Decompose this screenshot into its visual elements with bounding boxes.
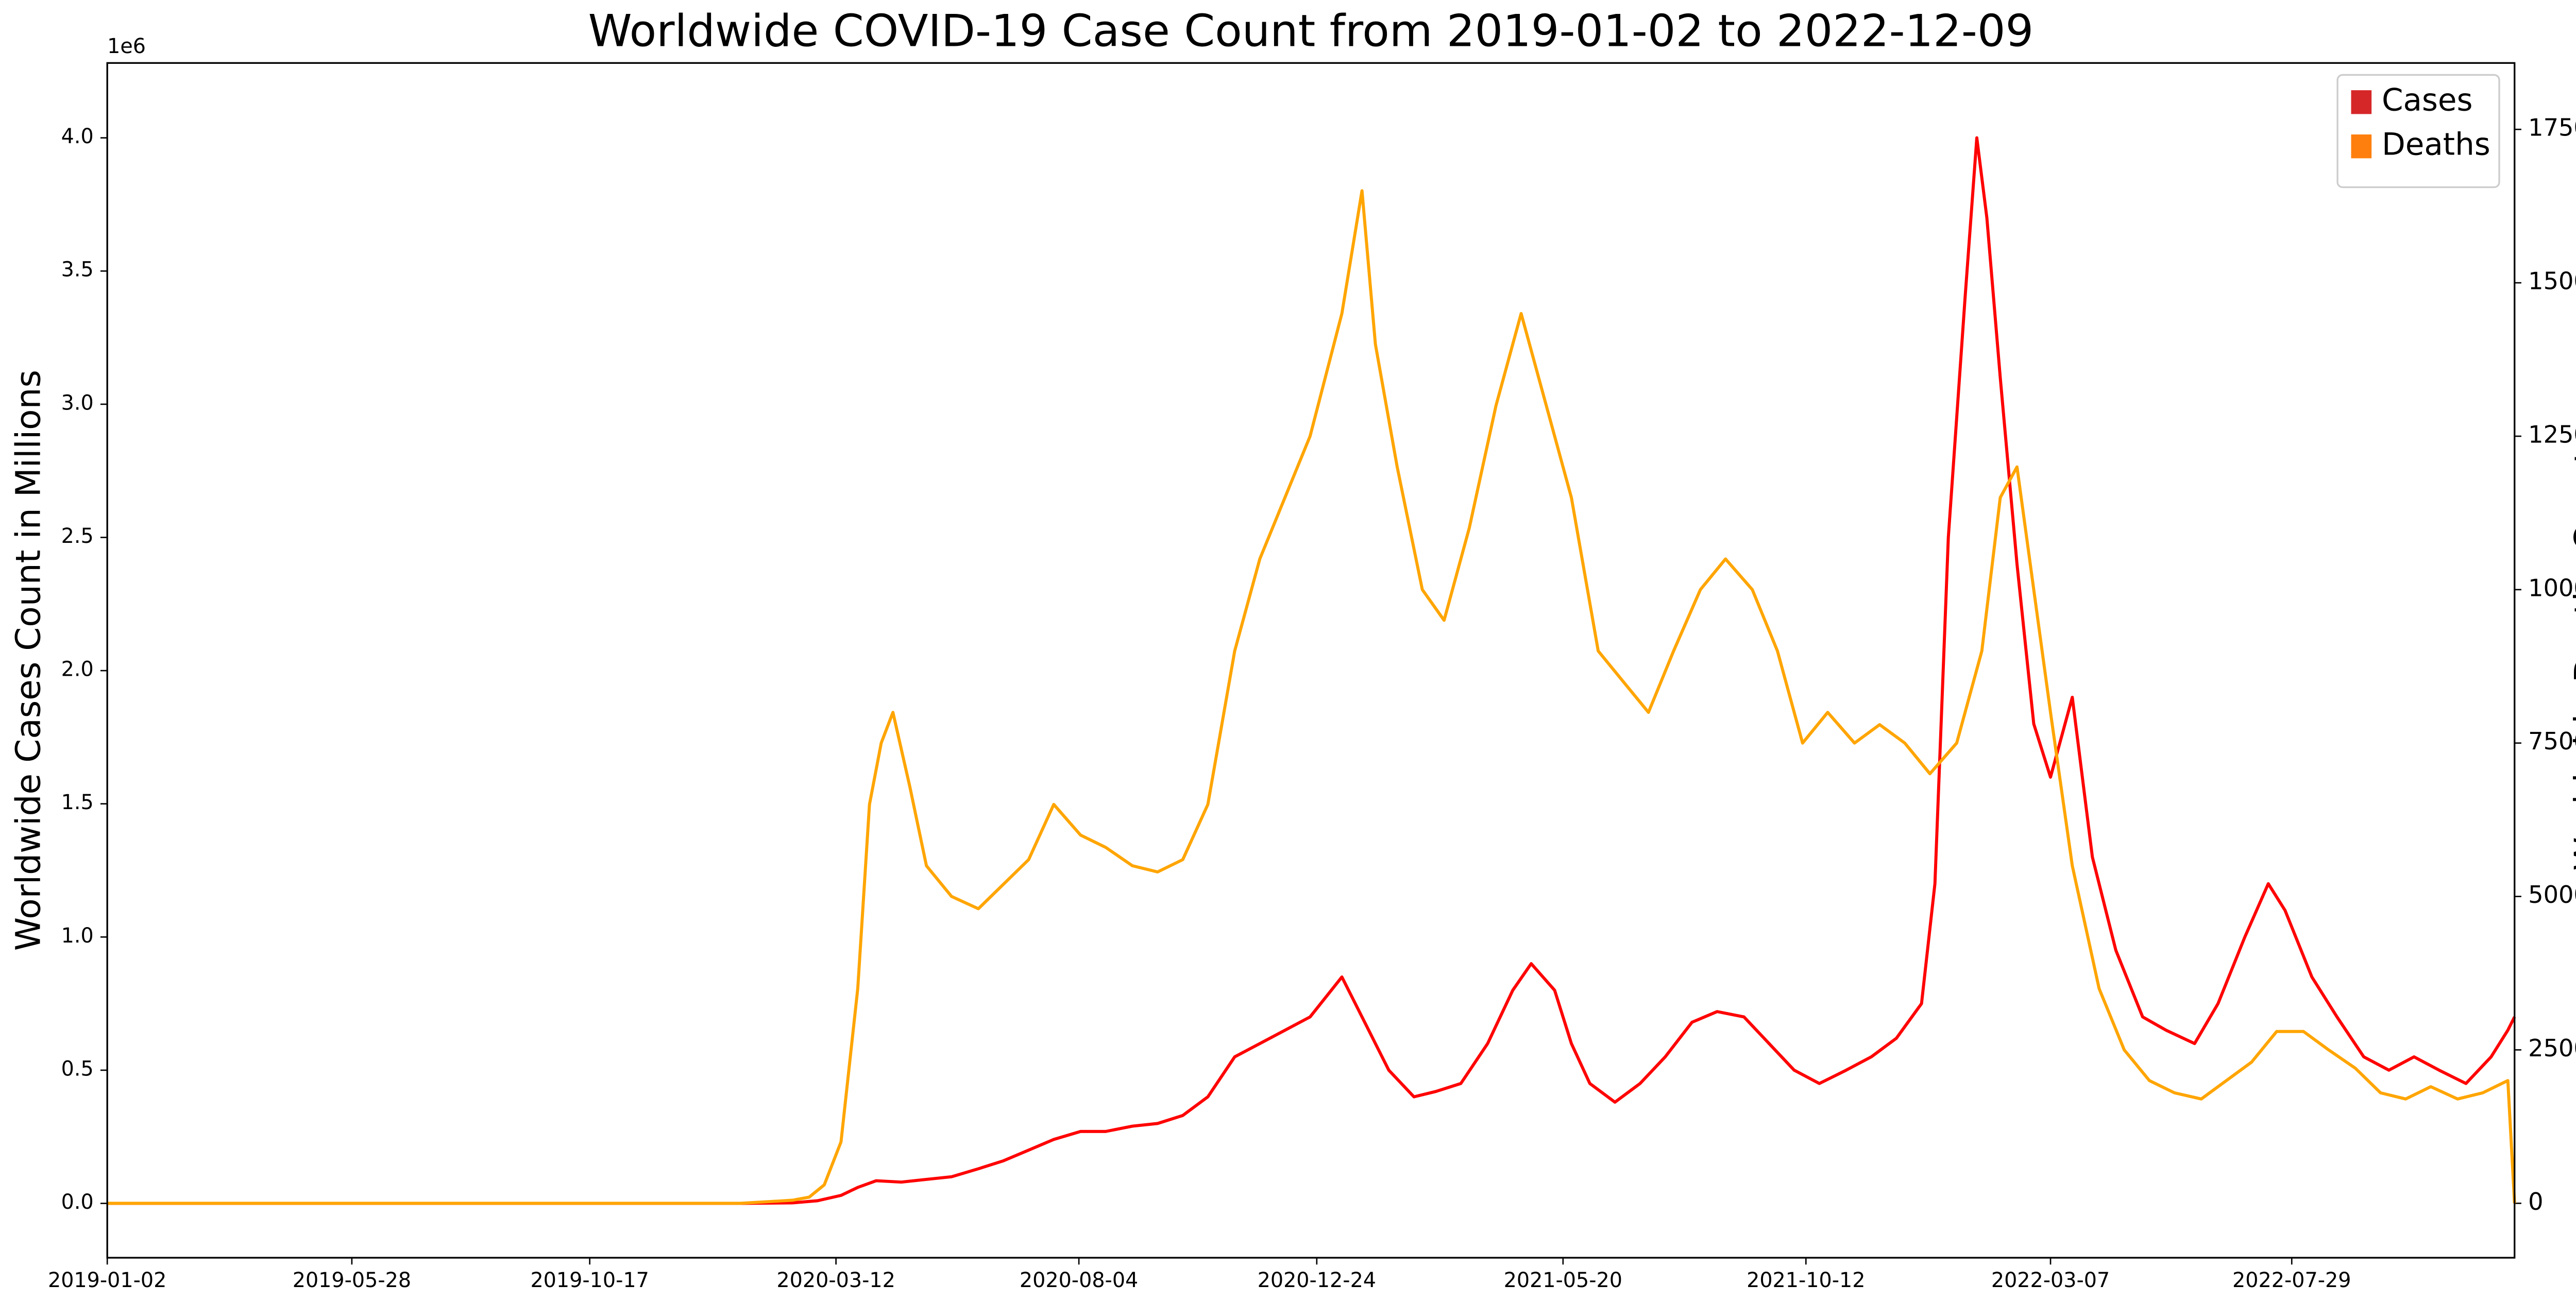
y-tick-label: 2.5 — [61, 524, 94, 548]
legend-box — [2336, 74, 2500, 189]
series-line — [107, 136, 2516, 1205]
y2-tick-label: 10000 — [2528, 574, 2576, 602]
legend: Cases Deaths — [2336, 74, 2500, 189]
x-tick-label: 2022-03-07 — [1991, 1269, 2110, 1292]
y-tick-label: 0.5 — [61, 1057, 94, 1081]
y-offset-label: 1e6 — [107, 35, 146, 58]
y-tick-label: 2.0 — [61, 658, 94, 681]
y-axis-label: Worldwide Cases Count in Millions — [9, 370, 48, 951]
chart-title: Worldwide COVID-19 Case Count from 2019-… — [588, 6, 2034, 57]
y2-tick-label: 0 — [2528, 1188, 2543, 1215]
y-tick-label: 1.5 — [61, 791, 94, 814]
y-tick-label: 3.5 — [61, 258, 94, 282]
x-tick-label: 2022-07-29 — [2232, 1269, 2351, 1292]
y-tick-label: 1.0 — [61, 924, 94, 948]
x-tick-label: 2020-08-04 — [1020, 1269, 1138, 1292]
y-tick-label: 0.0 — [61, 1190, 94, 1214]
x-tick-label: 2021-10-12 — [1747, 1269, 1865, 1292]
y2-tick-label: 12500 — [2528, 420, 2576, 448]
legend-swatch — [2351, 90, 2372, 114]
y2-tick-label: 15000 — [2528, 267, 2576, 295]
plot-frame — [106, 62, 2516, 1259]
y-tick-label: 4.0 — [61, 125, 94, 148]
y-tick-label: 3.0 — [61, 391, 94, 415]
legend-swatch — [2351, 134, 2372, 159]
x-tick-label: 2021-05-20 — [1504, 1269, 1622, 1292]
y2-tick-label: 2500 — [2528, 1034, 2576, 1062]
series-line — [107, 189, 2516, 1205]
legend-label: Cases — [2382, 82, 2473, 118]
x-tick-label: 2019-01-02 — [48, 1269, 166, 1292]
x-tick-label: 2020-03-12 — [776, 1269, 895, 1292]
x-tick-label: 2019-05-28 — [293, 1269, 411, 1292]
y2-tick-label: 17500 — [2528, 114, 2576, 142]
x-tick-label: 2019-10-17 — [530, 1269, 649, 1292]
y2-tick-label: 5000 — [2528, 881, 2576, 909]
y2-tick-label: 7500 — [2528, 727, 2576, 755]
legend-label: Deaths — [2382, 127, 2490, 162]
y2-axis-label: Worldwide Deaths Count — [2567, 450, 2576, 871]
x-tick-label: 2020-12-24 — [1258, 1269, 1376, 1292]
